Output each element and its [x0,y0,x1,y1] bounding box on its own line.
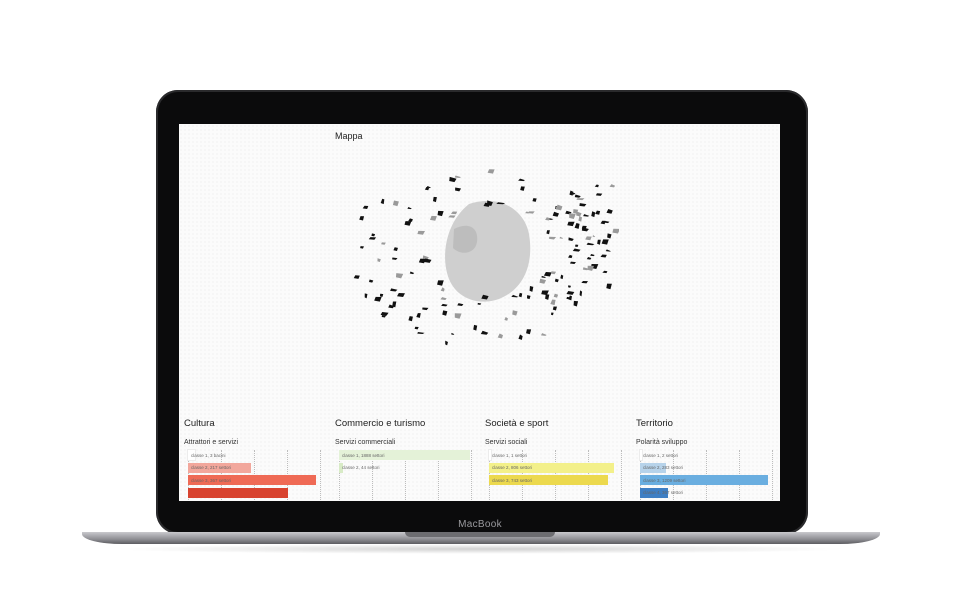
section-title: Commercio e turismo [335,418,426,429]
bar-label: classe 3, 1209 settori [643,477,686,483]
bar[interactable] [187,449,196,461]
bar[interactable] [640,462,667,473]
bar-label: classe 1, 1888 settori [342,452,385,458]
map-title: Mappa [335,131,363,141]
bar-label: classe 3, 743 settori [492,477,533,483]
bar[interactable] [188,475,317,485]
grid-line [405,450,406,501]
section-territorio: Territorio Polarità sviluppo classe 1, 2… [636,418,776,501]
laptop-screen: Mappa Cultura Attrattori e servizi class… [179,124,780,501]
bar-label: classe 1, 1 settori [492,452,528,458]
bar[interactable] [639,449,643,461]
section-societa: Società e sport Servizi sociali classe 1… [485,418,625,501]
section-subtitle: Servizi sociali [485,439,528,446]
grid-line [438,450,439,501]
bar-label: classe 2, 44 settori [342,465,380,470]
grid-line [772,450,773,501]
laptop-brand-label: MacBook [458,519,502,530]
bar-label: classe 3, 367 settori [191,477,232,483]
section-title: Territorio [636,418,673,429]
section-subtitle: Polarità sviluppo [636,439,688,446]
bar-label: classe 1, 3 bacini [191,452,226,458]
bar-plot: classe 1, 1 settori classe 2, 806 settori… [488,449,625,501]
district-map[interactable] [349,164,619,374]
bar-label: classe 4, 367 settori [643,490,684,495]
bar[interactable] [188,462,252,473]
grid-line [621,450,622,501]
section-subtitle: Servizi commerciali [335,439,396,446]
grid-line [339,450,340,501]
bar[interactable] [640,487,668,498]
bar-plot: classe 1, 2 settori classe 2, 283 settori… [639,449,776,501]
bar[interactable] [339,462,343,473]
section-cultura: Cultura Attrattori e servizi classe 1, 3… [184,418,324,501]
grid-line [320,450,321,501]
bar-plot: classe 1, 3 bacini classe 2, 217 settori c… [187,449,324,501]
bar-label: classe 1, 2 settori [643,452,679,458]
bar[interactable] [488,449,492,461]
bar[interactable] [339,450,470,460]
bar[interactable] [640,475,769,485]
bar[interactable] [188,487,289,498]
bar-label: classe 2, 217 settori [191,465,232,470]
bar[interactable] [489,462,615,473]
grid-line [471,450,472,501]
bar-plot: classe 1, 1888 settori classe 2, 44 setto… [339,450,475,501]
laptop-base [82,532,880,544]
laptop-notch [405,532,555,537]
bar-label: classe 2, 283 settori [643,465,684,470]
section-title: Società e sport [485,418,549,429]
map-core-area [445,200,531,302]
map-sectors [353,169,619,346]
section-title: Cultura [184,418,215,429]
bar-label: classe 2, 806 settori [492,465,533,470]
bar[interactable] [489,475,608,485]
laptop-shadow [110,544,850,554]
section-commercio: Commercio e turismo Servizi commerciali … [335,418,475,501]
grid-line [372,450,373,501]
section-subtitle: Attrattori e servizi [184,439,239,446]
